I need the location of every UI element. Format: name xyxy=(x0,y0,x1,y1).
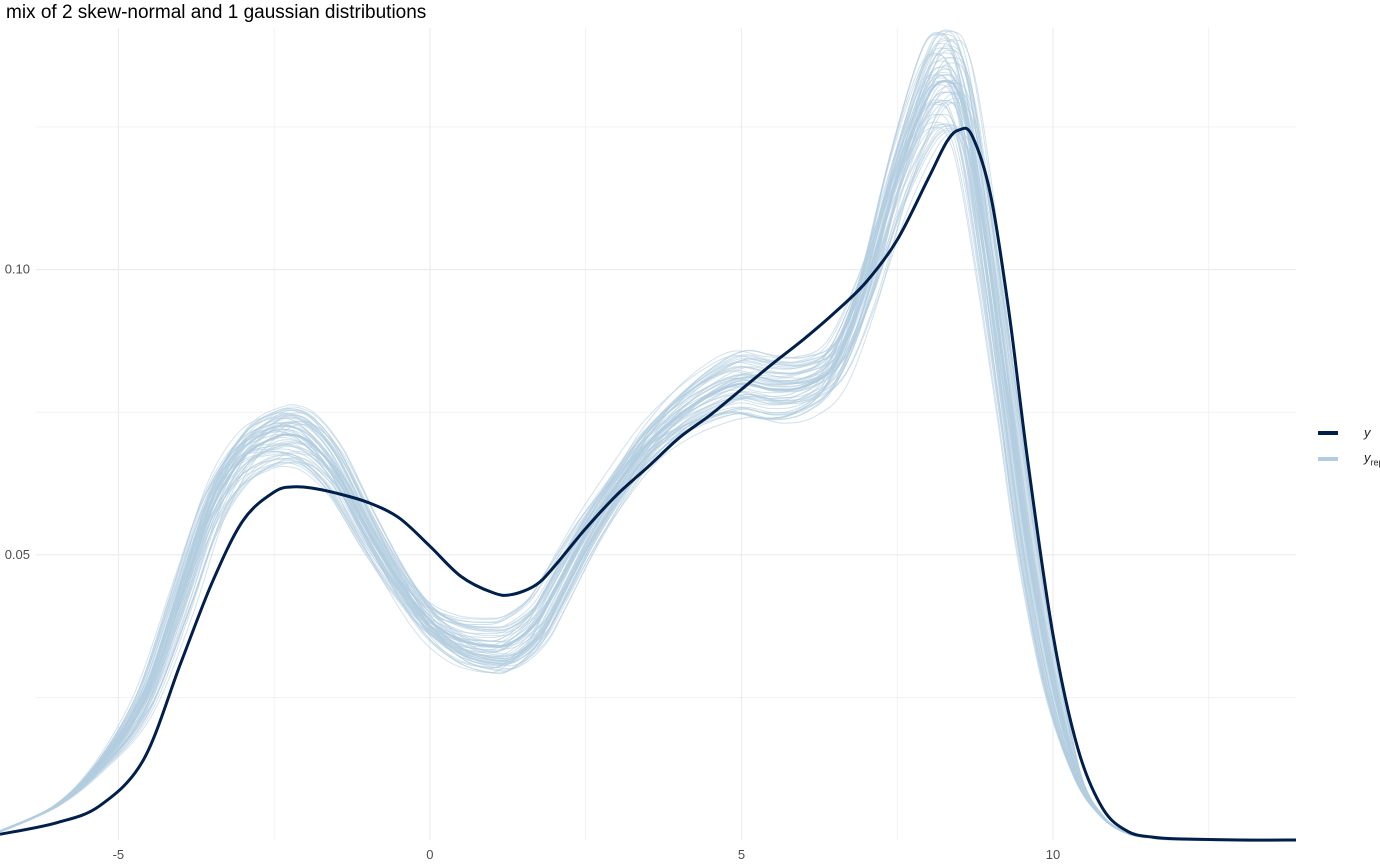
yrep-draw-line xyxy=(0,62,1297,841)
yrep-draw-line xyxy=(0,99,1297,841)
x-tick-label: 5 xyxy=(738,847,745,862)
legend-item-y: y xyxy=(1318,425,1371,440)
yrep-draw-line xyxy=(0,113,1297,841)
yrep-draw-line xyxy=(0,121,1297,841)
yrep-draw-line xyxy=(0,60,1297,841)
yrep-draw-line xyxy=(0,31,1297,841)
yrep-draw-line xyxy=(0,77,1297,841)
yrep-draw-line xyxy=(0,130,1297,841)
yrep-series-line xyxy=(0,80,1297,842)
yrep-draw-line xyxy=(0,127,1297,841)
y-series-line xyxy=(0,126,1297,842)
legend-label-y: y xyxy=(1364,425,1371,440)
yrep-draw-line xyxy=(0,131,1297,841)
yrep-draw-line xyxy=(0,127,1297,841)
yrep-draw-line xyxy=(0,85,1297,841)
x-tick-label: -5 xyxy=(113,847,125,862)
yrep-draw-line xyxy=(0,49,1297,841)
yrep-draw-line xyxy=(0,33,1297,841)
legend-label-yrep-sub: rep xyxy=(1370,457,1380,468)
yrep-draw-line xyxy=(0,124,1297,841)
axis-labels: -5 0 5 10 0.05 0.10 xyxy=(5,262,1061,862)
legend-key-yrep xyxy=(1318,456,1338,461)
legend-item-yrep: yrep xyxy=(1318,450,1380,468)
yrep-draws xyxy=(0,29,1297,842)
y-tick-label: 0.05 xyxy=(5,547,30,562)
yrep-draw-line xyxy=(0,125,1297,841)
yrep-draw-line xyxy=(0,113,1297,841)
y-tick-label: 0.10 xyxy=(5,262,30,277)
yrep-draw-line xyxy=(0,129,1297,841)
yrep-draw-line xyxy=(0,123,1297,841)
yrep-draw-line xyxy=(0,39,1297,841)
observed-y xyxy=(0,126,1297,842)
legend-key-y xyxy=(1318,430,1338,435)
legend-label-yrep: yrep xyxy=(1364,450,1380,468)
yrep-draw-line xyxy=(0,54,1297,841)
yrep-draw-line xyxy=(0,98,1297,841)
yrep-draw-line xyxy=(0,123,1297,841)
yrep-draw-line xyxy=(0,99,1297,841)
grid-lines xyxy=(36,28,1296,840)
yrep-draw-line xyxy=(0,100,1297,841)
x-tick-label: 10 xyxy=(1046,847,1060,862)
x-tick-label: 0 xyxy=(426,847,433,862)
chart-title: mix of 2 skew-normal and 1 gaussian dist… xyxy=(6,2,427,23)
